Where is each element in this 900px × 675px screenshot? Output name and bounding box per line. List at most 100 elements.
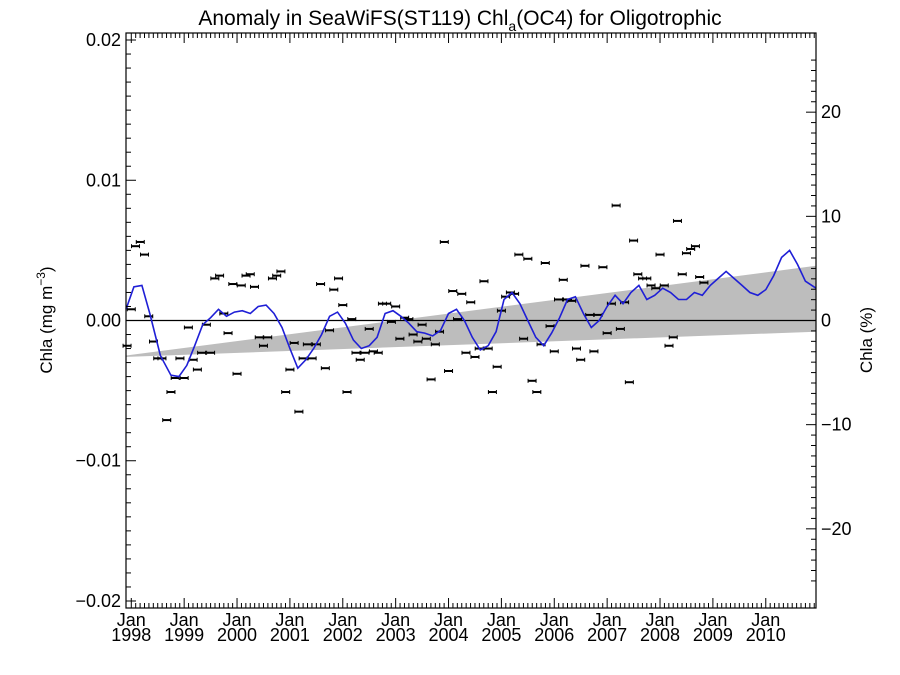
x-tick-label-month: Jan [381,610,410,630]
data-point [417,322,427,327]
data-point [140,252,150,257]
x-tick-label-month: Jan [275,610,304,630]
data-point [589,349,599,354]
data-point [267,276,277,281]
data-point [655,252,665,257]
data-point [492,364,502,369]
ylabel-left-tail: ) [37,266,56,272]
data-point [457,291,467,296]
data-point [307,356,317,361]
data-point [210,276,220,281]
y-tick-label-right: 10 [821,206,841,226]
data-point [197,350,207,355]
data-point [487,390,497,395]
data-point [245,272,255,277]
data-point [329,287,339,292]
data-point [540,261,550,265]
data-point [347,317,357,322]
data-point [672,218,682,223]
data-point [206,350,216,355]
data-point [320,366,330,371]
title-tail: (OC4) for Oligotrophic [516,7,721,30]
y-tick-label-right: −10 [821,415,852,435]
data-point [192,367,202,372]
data-point [642,276,652,281]
data-point [523,256,533,261]
data-point [175,356,185,361]
data-point [373,350,383,355]
data-point [364,326,374,331]
data-point [144,314,154,319]
x-tick-label-year: 2003 [376,625,416,645]
data-point [461,350,471,355]
x-tick-label-year: 2000 [217,625,257,645]
data-point [325,328,335,333]
data-point [179,376,189,380]
data-point [351,350,361,355]
data-point [294,409,304,414]
data-point [598,265,608,270]
data-point [615,326,625,331]
data-point [360,350,370,355]
x-tick-label-month: Jan [487,610,516,630]
x-tick-label-year: 2007 [587,625,627,645]
x-tick-label-month: Jan [223,610,252,630]
y-tick-label-left: −0.01 [75,451,121,471]
y-axis-label-left: Chla (mg m−3) [34,266,56,373]
y-tick-label-left: −0.02 [75,591,121,611]
data-point [395,336,405,341]
y-axis-label-right: Chla (%) [857,307,876,373]
data-point [281,390,291,395]
data-point [166,390,176,395]
data-point [646,283,656,288]
x-tick-label-year: 2006 [534,625,574,645]
data-point [258,343,268,348]
data-point [236,283,246,288]
data-point [519,336,529,341]
x-tick-label-year: 2010 [746,625,786,645]
data-point [215,273,225,278]
data-point [408,332,418,337]
data-point [334,276,344,281]
data-point [439,239,449,244]
data-point [430,342,440,347]
x-tick-label-month: Jan [117,610,146,630]
data-point [633,272,643,277]
data-point [386,319,396,324]
x-tick-label-month: Jan [593,610,622,630]
data-point [249,284,259,289]
data-point [686,246,696,251]
data-point [611,203,621,208]
data-point [690,244,700,249]
data-point [624,380,634,385]
data-point [232,371,242,376]
ylabel-left-main: Chla (mg m [37,286,56,374]
data-point [699,280,709,285]
x-tick-label-month: Jan [328,610,357,630]
data-point [342,390,352,395]
chart-title: Anomaly in SeaWiFS(ST119) Chla(OC4) for … [198,7,721,34]
title-subscript: a [508,18,516,34]
x-tick-label-month: Jan [698,610,727,630]
x-tick-label-month: Jan [751,610,780,630]
x-tick-label-month: Jan [646,610,675,630]
y-tick-label-right: 0 [821,311,831,331]
data-point [131,244,141,249]
data-point [668,335,678,340]
ylabel-left-superscript: −3 [34,272,48,286]
data-point [316,282,326,287]
data-point [421,336,431,341]
x-tick-label-year: 1999 [164,625,204,645]
data-point [448,289,458,294]
data-point [122,343,132,348]
smoothed-anomaly-line [125,249,817,378]
data-point [444,368,454,373]
data-point [664,343,674,348]
data-point [549,349,559,354]
data-point [527,378,537,383]
data-point [532,390,542,395]
data-point [554,297,564,302]
data-point [162,418,172,423]
data-point [263,335,273,340]
